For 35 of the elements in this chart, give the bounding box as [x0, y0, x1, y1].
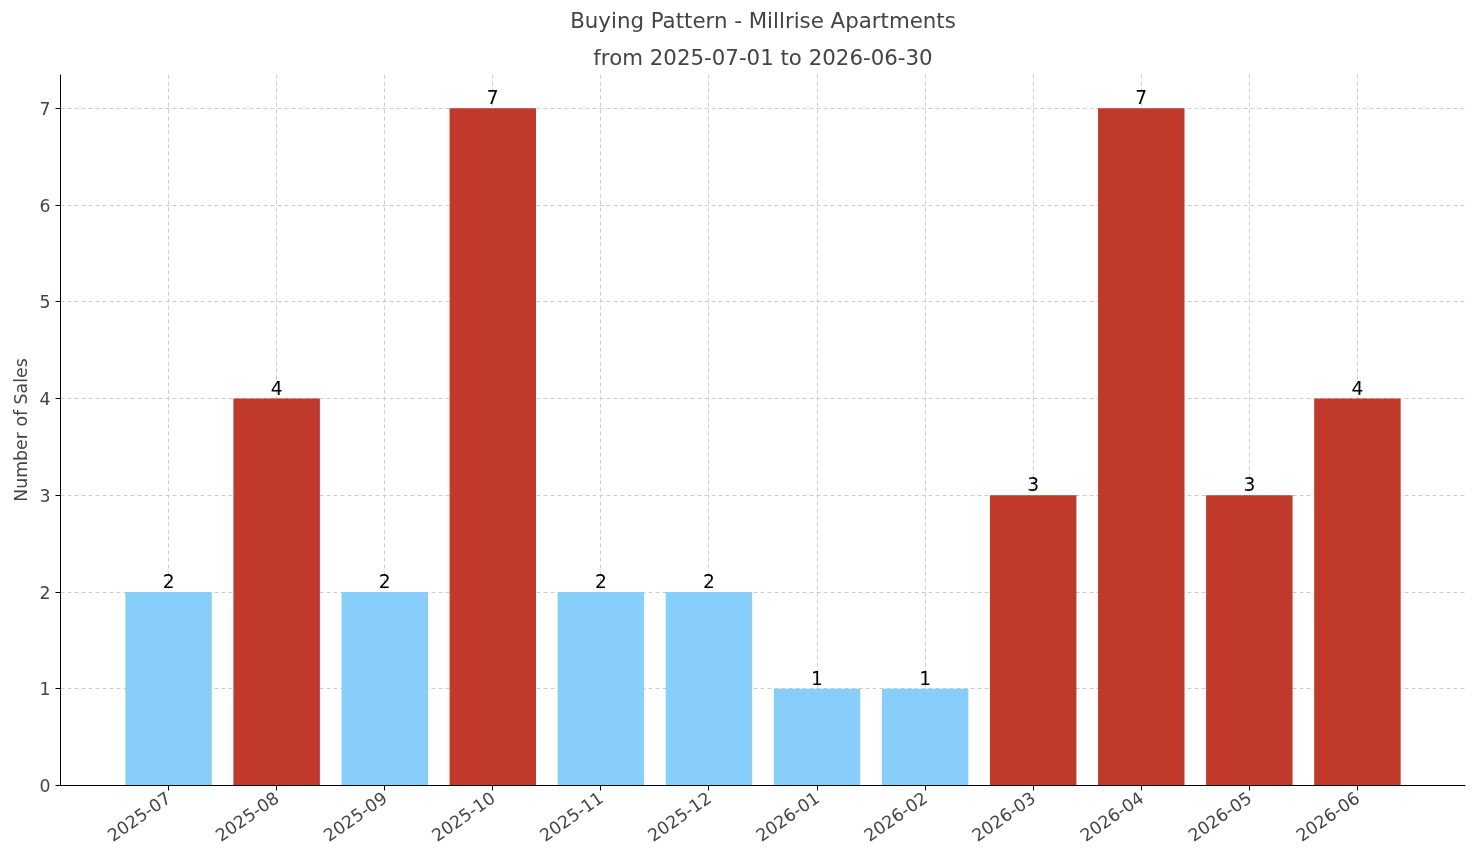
- bar: [449, 108, 537, 786]
- data-label: 2: [378, 571, 391, 593]
- bar: [1206, 495, 1293, 786]
- bar: [881, 688, 969, 786]
- data-label: 2: [703, 571, 715, 593]
- bar: [125, 592, 212, 786]
- bar: [989, 495, 1077, 786]
- y-tick-label: 5: [39, 292, 51, 313]
- data-label: 4: [270, 377, 283, 399]
- y-tick-label: 4: [39, 389, 51, 410]
- chart-title: Buying Pattern - Millrise Apartments: [570, 7, 956, 33]
- data-label: 3: [1027, 474, 1040, 496]
- data-label: 2: [594, 571, 607, 593]
- y-tick-label: 1: [39, 679, 51, 700]
- data-label: 3: [1243, 474, 1256, 496]
- bar: [773, 688, 861, 786]
- data-label: 4: [1351, 377, 1364, 399]
- y-tick-label: 3: [39, 485, 51, 506]
- y-tick-label: 7: [39, 98, 51, 119]
- data-label: 7: [1135, 87, 1148, 109]
- data-label: 2: [162, 571, 175, 593]
- bar: [1314, 398, 1401, 786]
- data-label: 7: [486, 87, 499, 109]
- bar: [557, 592, 645, 786]
- bar: [1098, 108, 1185, 786]
- chart-subtitle: from 2025-07-01 to 2026-06-30: [593, 44, 933, 70]
- bar: [665, 592, 753, 786]
- y-tick-label: 6: [39, 195, 51, 216]
- data-label: 1: [811, 667, 823, 689]
- y-tick-label: 2: [39, 582, 51, 603]
- bar: [233, 398, 320, 786]
- y-tick-label: 0: [39, 776, 51, 796]
- y-axis-title: Number of Sales: [11, 358, 32, 502]
- bar: [341, 592, 428, 786]
- data-label: 1: [919, 667, 932, 689]
